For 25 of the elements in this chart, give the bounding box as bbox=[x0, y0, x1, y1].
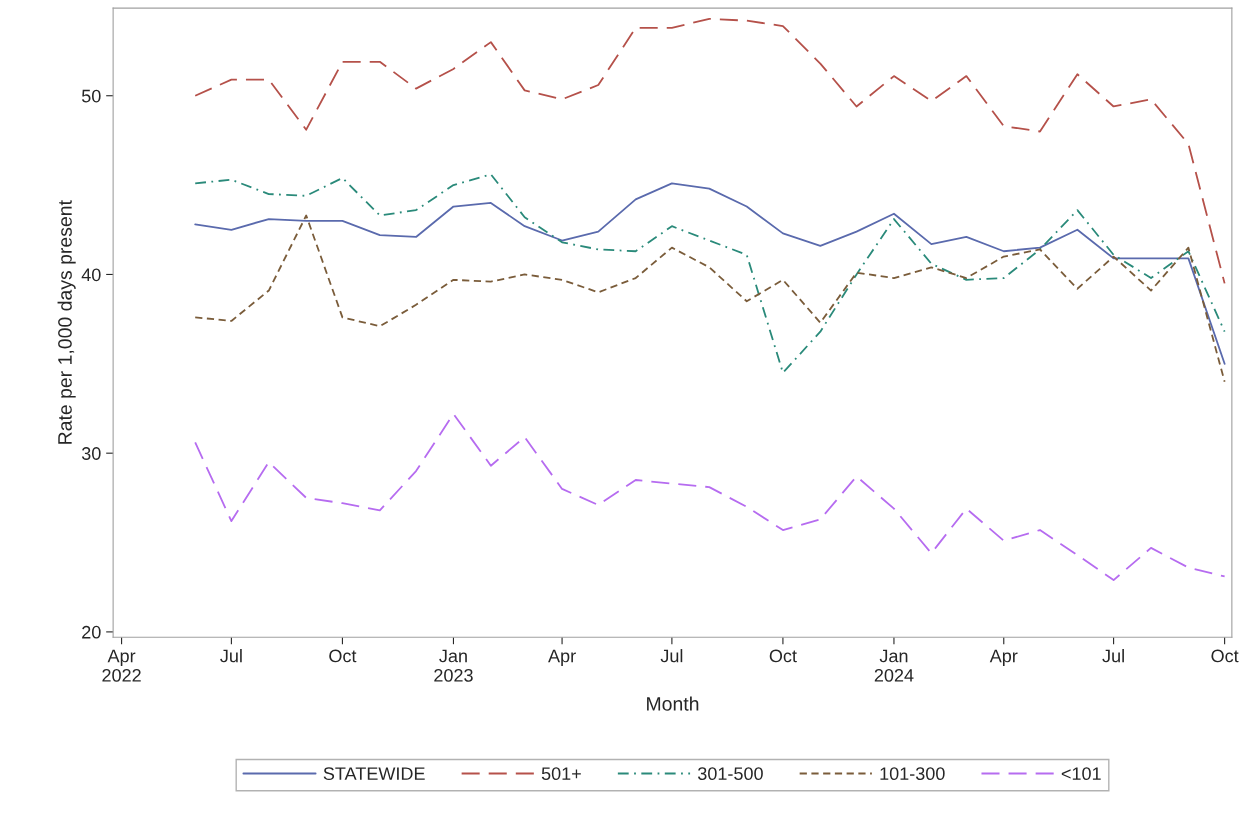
x-tick-label: Apr 2022 bbox=[102, 649, 141, 682]
legend-label: <101 bbox=[1061, 767, 1101, 781]
y-tick-label: 50 bbox=[81, 89, 101, 103]
x-tick-label: Oct bbox=[329, 649, 357, 663]
x-tick-label: Apr bbox=[548, 649, 576, 666]
x-tick-label: Jan 2023 bbox=[434, 649, 473, 682]
legend-label: 101-300 bbox=[880, 767, 945, 781]
legend-label: STATEWIDE bbox=[323, 767, 425, 781]
x-tick-label: Jul bbox=[660, 649, 683, 663]
y-tick-label: 30 bbox=[81, 447, 101, 460]
x-axis-title: Month bbox=[647, 696, 699, 711]
y-tick-label: 40 bbox=[81, 268, 101, 282]
line-series bbox=[194, 412, 1226, 581]
legend-label: 301-500 bbox=[697, 767, 763, 781]
y-axis-title: Rate per 1,000 days present bbox=[57, 200, 76, 444]
x-tick-label: Oct bbox=[1211, 649, 1239, 663]
x-tick-label: Jul bbox=[220, 649, 242, 663]
line-series bbox=[194, 17, 1226, 285]
legend-label: 501+ bbox=[541, 767, 581, 781]
line-series bbox=[194, 214, 1226, 383]
y-tick-label: 20 bbox=[82, 625, 101, 639]
x-tick-label: Apr bbox=[989, 649, 1018, 666]
x-tick-label: Oct bbox=[769, 649, 797, 663]
x-tick-label: Jul bbox=[1102, 649, 1124, 663]
x-tick-label: Jan 2024 bbox=[874, 649, 914, 682]
